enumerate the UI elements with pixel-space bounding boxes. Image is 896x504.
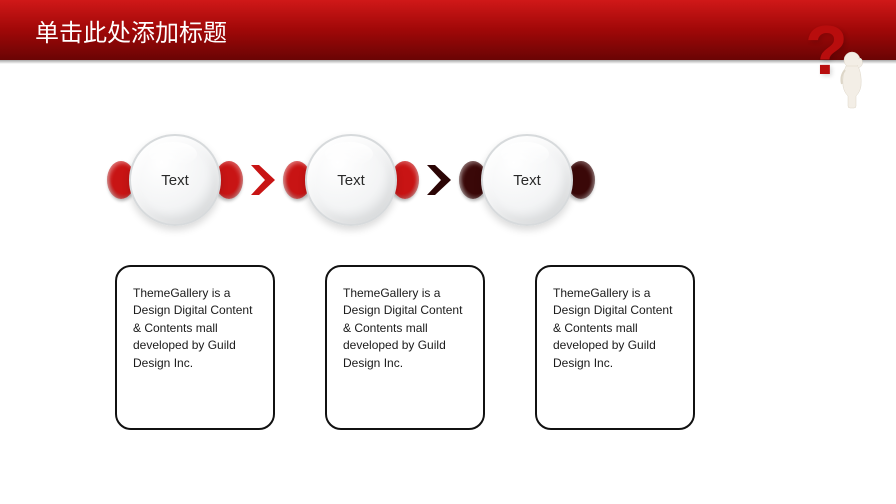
chevron-svg — [249, 163, 277, 197]
process-bubble-label: Text — [513, 172, 541, 189]
process-bubble-label: Text — [161, 172, 189, 189]
slide-header: 单击此处添加标题 — [0, 0, 896, 60]
chevron-svg — [425, 163, 453, 197]
card-text: ThemeGallery is a Design Digital Content… — [343, 285, 467, 372]
process-step-1: Text — [115, 130, 235, 230]
process-step-2: Text — [291, 130, 411, 230]
process-step-3: Text — [467, 130, 587, 230]
thinking-figure-icon — [828, 50, 870, 110]
process-flow: Text Text Text — [115, 130, 587, 230]
description-card: ThemeGallery is a Design Digital Content… — [535, 265, 695, 430]
chevron-icon — [423, 160, 455, 200]
card-text: ThemeGallery is a Design Digital Content… — [133, 285, 257, 372]
description-card: ThemeGallery is a Design Digital Content… — [115, 265, 275, 430]
description-card: ThemeGallery is a Design Digital Content… — [325, 265, 485, 430]
process-bubble: Text — [305, 134, 397, 226]
slide-title[interactable]: 单击此处添加标题 — [35, 13, 227, 48]
process-bubble-label: Text — [337, 172, 365, 189]
chevron-icon — [247, 160, 279, 200]
description-cards: ThemeGallery is a Design Digital Content… — [115, 265, 695, 430]
process-bubble: Text — [481, 134, 573, 226]
process-bubble: Text — [129, 134, 221, 226]
card-text: ThemeGallery is a Design Digital Content… — [553, 285, 677, 372]
question-mark-decoration: ? — [803, 20, 878, 115]
